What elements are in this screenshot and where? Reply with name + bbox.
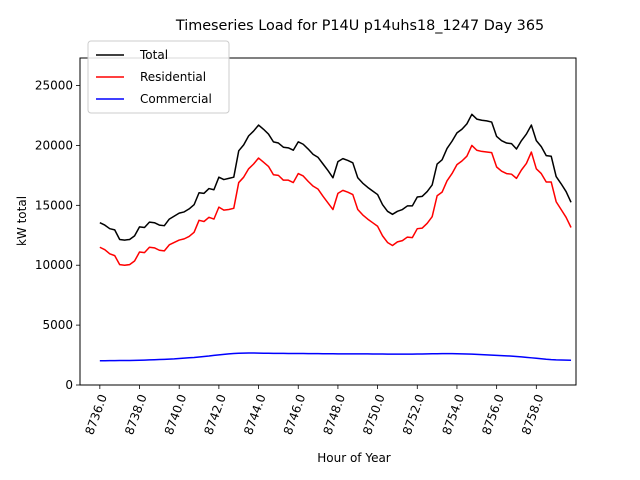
x-tick-label: 8738.0 xyxy=(122,392,150,436)
y-tick-label: 5000 xyxy=(42,318,73,332)
series-layer xyxy=(99,113,572,362)
x-tick-label: 8756.0 xyxy=(479,392,507,436)
series-line-residential xyxy=(99,144,572,266)
x-tick-label: 8740.0 xyxy=(162,392,190,436)
y-tick-label: 15000 xyxy=(35,198,73,212)
series-line-total xyxy=(99,113,572,241)
legend-box xyxy=(87,40,230,114)
x-axis: 8736.0 8738.0 8740.0 8742.0 8744.0 8746.0 8748… xyxy=(82,385,546,437)
x-tick-label: 8736.0 xyxy=(82,392,110,436)
y-tick-label: 0 xyxy=(65,378,73,392)
x-tick-label: 8752.0 xyxy=(400,392,428,436)
y-tick-label: 20000 xyxy=(35,138,73,152)
x-tick-label: 8748.0 xyxy=(321,392,349,436)
y-axis-label: kW total xyxy=(15,196,29,246)
y-tick-label: 25000 xyxy=(35,79,73,93)
x-tick-label: 8742.0 xyxy=(201,392,229,436)
legend: Total Residential Commercial xyxy=(87,40,230,114)
chart-title: Timeseries Load for P14U p14uhs18_1247 D… xyxy=(175,18,544,34)
x-axis-label: Hour of Year xyxy=(317,451,391,465)
legend-label-commercial: Commercial xyxy=(140,92,212,106)
x-tick-label: 8758.0 xyxy=(519,392,547,436)
x-tick-label: 8744.0 xyxy=(241,392,269,436)
x-tick-label: 8750.0 xyxy=(360,392,388,436)
x-tick-label: 8754.0 xyxy=(440,392,468,436)
y-axis: 0 5000 10000 15000 20000 25000 xyxy=(35,79,80,392)
plot-frame xyxy=(79,57,577,386)
legend-label-total: Total xyxy=(139,48,168,62)
x-tick-label: 8746.0 xyxy=(281,392,309,436)
series-line-commercial xyxy=(99,352,572,362)
y-tick-label: 10000 xyxy=(35,258,73,272)
legend-label-residential: Residential xyxy=(140,70,206,84)
